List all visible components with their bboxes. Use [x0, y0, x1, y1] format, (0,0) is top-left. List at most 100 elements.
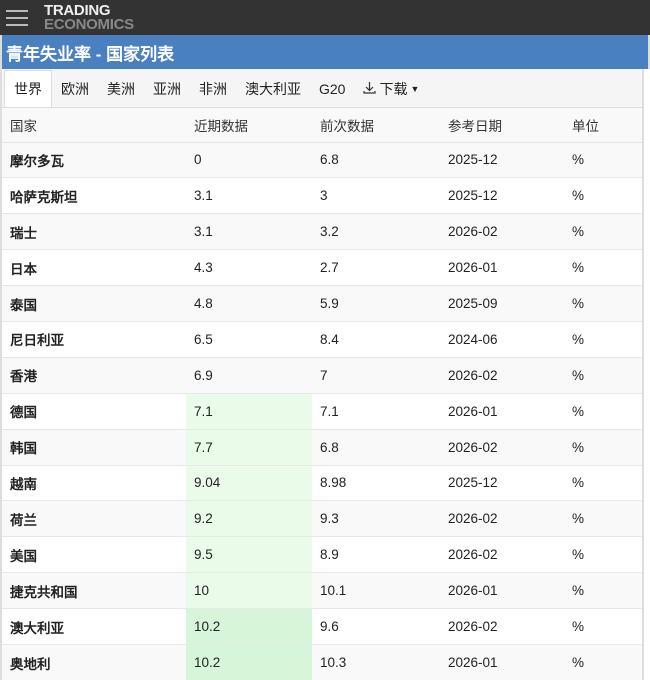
cell-unit: %: [564, 392, 642, 430]
table-row[interactable]: 奥地利 10.2 10.3 2026-01%: [2, 643, 642, 680]
table-row[interactable]: 越南 9.04 8.98 2025-12%: [2, 464, 642, 501]
cell-date: 2026-01: [440, 249, 564, 286]
cell-previous: 9.3: [312, 500, 440, 537]
cell-latest: 3.1: [186, 213, 312, 250]
cell-country[interactable]: 泰国: [2, 285, 186, 322]
cell-unit: %: [564, 500, 642, 537]
cell-date: 2026-02: [440, 608, 564, 645]
cell-previous: 5.9: [312, 285, 440, 322]
cell-previous: 10.1: [312, 572, 440, 609]
table-row[interactable]: 日本 4.3 2.7 2026-01%: [2, 249, 642, 286]
cell-unit: %: [564, 572, 642, 609]
tab-6[interactable]: G20: [319, 81, 346, 97]
cell-country[interactable]: 越南: [2, 464, 186, 501]
table-row[interactable]: 荷兰 9.2 9.3 2026-02%: [2, 500, 642, 537]
column-header-1[interactable]: 近期数据: [186, 108, 312, 143]
cell-latest: 6.9: [186, 356, 312, 394]
cell-country[interactable]: 日本: [2, 249, 186, 286]
caret-down-icon: ▼: [410, 84, 420, 94]
cell-unit: %: [564, 428, 642, 466]
cell-unit: %: [564, 141, 642, 178]
cell-previous: 7: [312, 356, 440, 394]
cell-country[interactable]: 德国: [2, 392, 186, 430]
table-row[interactable]: 捷克共和国 10 10.1 2026-01%: [2, 572, 642, 609]
logo-line2: ECONOMICS: [44, 15, 134, 33]
table-row[interactable]: 泰国 4.8 5.9 2025-09%: [2, 285, 642, 322]
cell-latest: 9.5: [186, 536, 312, 573]
cell-date: 2026-01: [440, 643, 564, 680]
cell-country[interactable]: 尼日利亚: [2, 320, 186, 358]
cell-latest: 9.2: [186, 500, 312, 537]
cell-latest: 10.2: [186, 643, 312, 680]
cell-date: 2026-02: [440, 428, 564, 466]
cell-latest: 3.1: [186, 177, 312, 214]
cell-latest: 4.3: [186, 249, 312, 286]
cell-country[interactable]: 美国: [2, 536, 186, 573]
cell-latest: 10: [186, 572, 312, 609]
table-row[interactable]: 瑞士 3.1 3.2 2026-02%: [2, 213, 642, 250]
cell-previous: 2.7: [312, 249, 440, 286]
cell-country[interactable]: 奥地利: [2, 643, 186, 680]
top-nav-bar: TRADING ECONOMICS: [0, 0, 650, 35]
cell-unit: %: [564, 213, 642, 250]
cell-date: 2026-02: [440, 213, 564, 250]
trading-economics-logo[interactable]: TRADING ECONOMICS: [44, 1, 134, 33]
cell-previous: 3.2: [312, 213, 440, 250]
download-label: 下载: [379, 81, 408, 97]
download-button[interactable]: 下载 ▼: [354, 71, 428, 107]
cell-previous: 9.6: [312, 608, 440, 645]
column-header-2[interactable]: 前次数据: [312, 108, 440, 143]
download-icon: [363, 71, 377, 107]
cell-unit: %: [564, 320, 642, 358]
tab-4[interactable]: 非洲: [199, 81, 227, 97]
country-table: 国家 近期数据 前次数据 参考日期 单位 摩尔多瓦 0 6.8 2025-12% 哈萨克斯坦 3.…: [2, 108, 642, 680]
cell-unit: %: [564, 177, 642, 214]
cell-date: 2026-02: [440, 356, 564, 394]
cell-country[interactable]: 哈萨克斯坦: [2, 177, 186, 214]
cell-previous: 10.3: [312, 643, 440, 680]
cell-previous: 8.4: [312, 320, 440, 358]
cell-latest: 7.1: [186, 392, 312, 430]
cell-latest: 10.2: [186, 608, 312, 645]
cell-country[interactable]: 澳大利亚: [2, 608, 186, 645]
cell-country[interactable]: 韩国: [2, 428, 186, 466]
table-row[interactable]: 德国 7.1 7.1 2026-01%: [2, 392, 642, 430]
tab-5[interactable]: 澳大利亚: [245, 81, 301, 97]
table-row[interactable]: 香港 6.9 7 2026-02%: [2, 356, 642, 394]
table-row[interactable]: 哈萨克斯坦 3.1 3 2025-12%: [2, 177, 642, 214]
tab-3[interactable]: 亚洲: [153, 81, 181, 97]
cell-country[interactable]: 摩尔多瓦: [2, 141, 186, 178]
cell-previous: 7.1: [312, 392, 440, 430]
page-title: 青年失业率 - 国家列表: [0, 35, 650, 69]
cell-unit: %: [564, 356, 642, 394]
hamburger-menu-icon[interactable]: [6, 9, 28, 26]
cell-country[interactable]: 捷克共和国: [2, 572, 186, 609]
tab-0[interactable]: 世界: [4, 70, 52, 107]
cell-date: 2025-12: [440, 464, 564, 501]
table-row[interactable]: 韩国 7.7 6.8 2026-02%: [2, 428, 642, 466]
column-header-3[interactable]: 参考日期: [440, 108, 564, 143]
table-row[interactable]: 澳大利亚 10.2 9.6 2026-02%: [2, 608, 642, 645]
cell-date: 2025-09: [440, 285, 564, 322]
cell-previous: 6.8: [312, 428, 440, 466]
cell-date: 2026-01: [440, 392, 564, 430]
cell-previous: 3: [312, 177, 440, 214]
table-row[interactable]: 尼日利亚 6.5 8.4 2024-06%: [2, 320, 642, 358]
cell-previous: 8.98: [312, 464, 440, 501]
table-row[interactable]: 美国 9.5 8.9 2026-02%: [2, 536, 642, 573]
cell-unit: %: [564, 643, 642, 680]
table-header-row: 国家 近期数据 前次数据 参考日期 单位: [2, 108, 642, 143]
cell-latest: 0: [186, 141, 312, 178]
cell-date: 2026-02: [440, 536, 564, 573]
cell-country[interactable]: 荷兰: [2, 500, 186, 537]
region-tabs: 世界 欧洲 美洲 亚洲 非洲 澳大利亚 G20 下载 ▼: [2, 69, 642, 108]
cell-country[interactable]: 香港: [2, 356, 186, 394]
cell-unit: %: [564, 249, 642, 286]
tab-1[interactable]: 欧洲: [61, 81, 89, 97]
logo-line1: TRADING: [44, 1, 111, 19]
column-header-4[interactable]: 单位: [564, 108, 642, 143]
column-header-0[interactable]: 国家: [2, 108, 186, 143]
table-row[interactable]: 摩尔多瓦 0 6.8 2025-12%: [2, 141, 642, 178]
tab-2[interactable]: 美洲: [107, 81, 135, 97]
cell-country[interactable]: 瑞士: [2, 213, 186, 250]
